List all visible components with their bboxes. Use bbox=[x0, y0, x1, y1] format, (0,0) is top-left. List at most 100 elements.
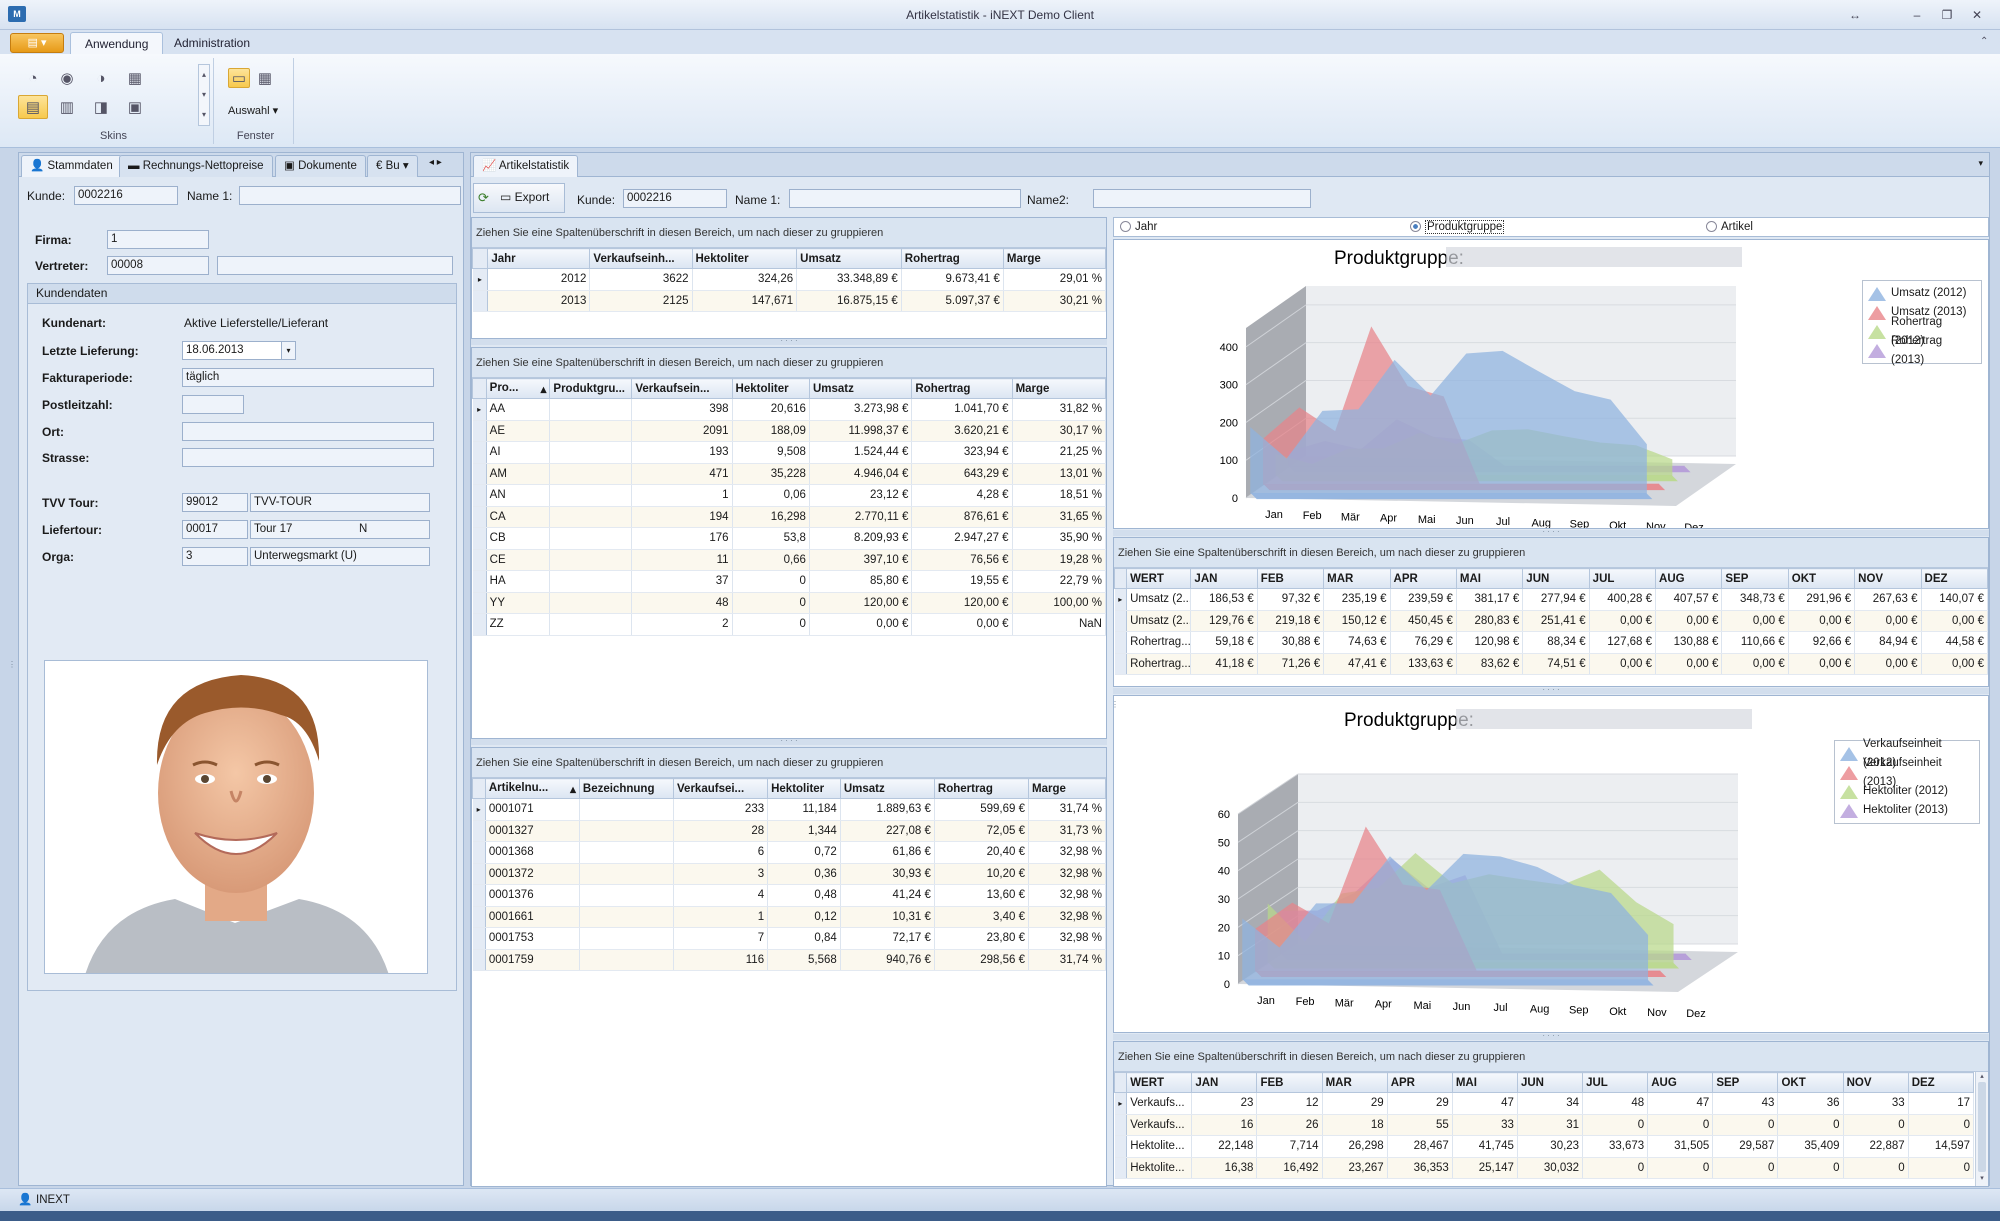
verkauf-month-cell[interactable]: 0 bbox=[1908, 1157, 1975, 1179]
umsatz-month-cell[interactable]: 120,98 € bbox=[1456, 631, 1524, 654]
umsatz-month-row[interactable]: Rohertrag... 41,18 €71,26 €47,41 €133,63 … bbox=[1114, 653, 1989, 675]
verkauf-month-cell[interactable]: 41,745 bbox=[1452, 1135, 1518, 1158]
radio-produktgruppe[interactable]: Produktgruppe bbox=[1410, 218, 1505, 236]
verkauf-month-cell[interactable]: 36,353 bbox=[1387, 1157, 1453, 1179]
artikel-cell[interactable]: 23,80 € bbox=[934, 927, 1030, 950]
produktgruppe-cell[interactable]: 2.770,11 € bbox=[809, 506, 913, 528]
produktgruppe-cell[interactable] bbox=[549, 463, 633, 485]
verkauf-month-col-header[interactable]: DEZ bbox=[1907, 1072, 1975, 1093]
row-indicator[interactable] bbox=[472, 570, 487, 593]
jahr-col-header[interactable]: Umsatz bbox=[796, 248, 902, 269]
jahr-cell[interactable]: 5.097,37 € bbox=[901, 290, 1004, 312]
window-layout-icon-2[interactable]: ▦ bbox=[257, 70, 273, 87]
produktgruppe-cell[interactable]: 3.620,21 € bbox=[911, 420, 1013, 442]
skin-icon-3[interactable]: ◑ bbox=[96, 70, 106, 87]
umsatz-month-cell[interactable]: 83,62 € bbox=[1456, 653, 1524, 675]
row-indicator[interactable] bbox=[472, 484, 487, 507]
artikel-col-header[interactable]: Hektoliter bbox=[767, 778, 841, 799]
produktgruppe-cell[interactable]: NaN bbox=[1012, 613, 1107, 636]
skins-gallery-scroll[interactable]: ▴ ▾ ▾ bbox=[198, 64, 210, 126]
radio-artikel[interactable]: Artikel bbox=[1706, 218, 1753, 236]
jahr-cell[interactable]: 33.348,89 € bbox=[796, 268, 902, 291]
tab-stammdaten[interactable]: 👤 Stammdaten bbox=[21, 155, 122, 177]
verkauf-month-col-header[interactable]: APR bbox=[1386, 1072, 1453, 1093]
produktgruppe-cell[interactable]: 0,00 € bbox=[809, 613, 913, 636]
center-splitter-handle[interactable]: ⋮ bbox=[1111, 700, 1119, 709]
jahr-col-header[interactable]: Verkaufseinh... bbox=[589, 248, 693, 269]
row-indicator[interactable]: ▸ bbox=[472, 268, 489, 291]
produktgruppe-row[interactable]: YY 48 0 120,00 €120,00 €100,00 % bbox=[472, 592, 1107, 614]
produktgruppe-cell[interactable]: 53,8 bbox=[732, 527, 810, 550]
umsatz-month-cell[interactable]: 76,29 € bbox=[1390, 631, 1457, 654]
verkauf-month-cell[interactable]: 0 bbox=[1843, 1157, 1909, 1179]
artikel-cell[interactable] bbox=[579, 798, 675, 821]
umsatz-month-col-header[interactable]: NOV bbox=[1854, 568, 1922, 589]
produktgruppe-row[interactable]: CA 194 16,298 2.770,11 €876,61 €31,65 % bbox=[472, 506, 1107, 528]
umsatz-month-cell[interactable]: 407,57 € bbox=[1655, 588, 1723, 611]
artikel-col-header[interactable]: Umsatz bbox=[839, 778, 935, 799]
artikel-cell[interactable]: 233 bbox=[673, 798, 769, 821]
verkauf-month-cell[interactable]: 28,467 bbox=[1387, 1135, 1453, 1158]
produktgruppe-cell[interactable]: 0 bbox=[732, 592, 810, 614]
umsatz-month-row[interactable]: Umsatz (2... 129,76 €219,18 €150,12 €450,… bbox=[1114, 610, 1989, 632]
jahr-col-header[interactable]: Jahr bbox=[487, 248, 591, 269]
produktgruppe-cell[interactable]: 100,00 % bbox=[1012, 592, 1107, 614]
artikel-cell[interactable]: 0001368 bbox=[485, 841, 580, 864]
verkauf-month-cell[interactable]: 26 bbox=[1256, 1114, 1323, 1136]
jahr-cell[interactable]: 30,21 % bbox=[1003, 290, 1107, 312]
fakturaperiode-field[interactable]: täglich bbox=[182, 368, 434, 387]
artikel-cell[interactable]: 0,36 bbox=[767, 863, 841, 885]
umsatz-month-cell[interactable]: 267,63 € bbox=[1854, 588, 1922, 611]
produktgruppe-cell[interactable]: ZZ bbox=[486, 613, 551, 636]
main-name1-field[interactable] bbox=[789, 189, 1021, 208]
artikel-cell[interactable]: 4 bbox=[673, 884, 769, 907]
produktgruppe-col-header[interactable]: Verkaufsein... bbox=[631, 378, 733, 399]
produktgruppe-col-header[interactable]: Hektoliter bbox=[731, 378, 810, 399]
artikel-cell[interactable] bbox=[579, 884, 675, 907]
jahr-col-header[interactable]: Rohertrag bbox=[900, 248, 1004, 269]
artikel-cell[interactable]: 7 bbox=[673, 927, 769, 950]
row-indicator[interactable] bbox=[472, 841, 486, 864]
verkauf-month-cell[interactable]: 26,298 bbox=[1322, 1135, 1388, 1158]
umsatz-month-col-header[interactable]: JUN bbox=[1522, 568, 1590, 589]
verkauf-month-cell[interactable]: 36 bbox=[1777, 1092, 1844, 1115]
umsatz-month-cell[interactable]: 280,83 € bbox=[1456, 610, 1524, 632]
artikel-row[interactable]: 0001372 3 0,36 30,93 €10,20 €32,98 % bbox=[472, 863, 1106, 885]
artikel-cell[interactable]: 0,12 bbox=[767, 906, 841, 928]
group-panel-1[interactable]: Ziehen Sie eine Spaltenüberschrift in di… bbox=[472, 218, 1106, 248]
umsatz-month-cell[interactable]: 239,59 € bbox=[1390, 588, 1457, 611]
verkauf-month-cell[interactable]: 7,714 bbox=[1256, 1135, 1323, 1158]
produktgruppe-cell[interactable]: 2.947,27 € bbox=[911, 527, 1013, 550]
letzte-lieferung-field[interactable]: 18.06.2013 ▾ bbox=[182, 341, 296, 360]
umsatz-month-cell[interactable]: 59,18 € bbox=[1190, 631, 1258, 654]
window-layout-icon-1[interactable]: ▭ bbox=[228, 68, 250, 88]
verkauf-month-row[interactable]: ▸ Verkaufs... 23 12 29 29 47 34 48 47 43 36 33 17 bbox=[1114, 1092, 1975, 1115]
umsatz-month-cell[interactable]: 110,66 € bbox=[1721, 631, 1789, 654]
splitter-3[interactable]: · · · · bbox=[1113, 528, 1989, 536]
umsatz-month-row[interactable]: ▸ Umsatz (2... 186,53 €97,32 €235,19 €239,… bbox=[1114, 588, 1989, 611]
umsatz-month-cell[interactable]: 133,63 € bbox=[1390, 653, 1457, 675]
produktgruppe-cell[interactable] bbox=[549, 420, 633, 442]
produktgruppe-cell[interactable]: 643,29 € bbox=[911, 463, 1013, 485]
artikel-row[interactable]: 0001376 4 0,48 41,24 €13,60 €32,98 % bbox=[472, 884, 1106, 907]
produktgruppe-cell[interactable]: 0 bbox=[732, 613, 810, 636]
produktgruppe-cell[interactable]: 188,09 bbox=[732, 420, 810, 442]
postleitzahl-field[interactable] bbox=[182, 395, 244, 414]
produktgruppe-cell[interactable]: 19,55 € bbox=[911, 570, 1013, 593]
verkauf-month-cell[interactable]: 31 bbox=[1517, 1114, 1584, 1136]
umsatz-month-cell[interactable]: Rohertrag... bbox=[1126, 631, 1192, 654]
produktgruppe-cell[interactable]: 398 bbox=[631, 398, 733, 421]
artikel-cell[interactable]: 31,74 % bbox=[1028, 798, 1106, 821]
produktgruppe-cell[interactable]: 85,80 € bbox=[809, 570, 913, 593]
application-menu-button[interactable]: ▤ ▾ bbox=[10, 33, 64, 53]
produktgruppe-cell[interactable]: 0,66 bbox=[732, 549, 810, 571]
group-panel-4[interactable]: Ziehen Sie eine Spaltenüberschrift in di… bbox=[1114, 538, 1988, 568]
verkauf-month-cell[interactable]: 48 bbox=[1582, 1092, 1649, 1115]
vertreter-field[interactable]: 00008 bbox=[107, 256, 209, 275]
verkauf-month-col-header[interactable]: AUG bbox=[1647, 1072, 1714, 1093]
verkauf-month-cell[interactable]: 0 bbox=[1908, 1114, 1975, 1136]
row-indicator[interactable] bbox=[1114, 1114, 1128, 1136]
produktgruppe-col-header[interactable]: Produktgru... bbox=[549, 378, 633, 399]
sort-asc-icon[interactable]: ▴ bbox=[540, 383, 547, 396]
verkauf-month-cell[interactable]: Verkaufs... bbox=[1126, 1114, 1193, 1136]
